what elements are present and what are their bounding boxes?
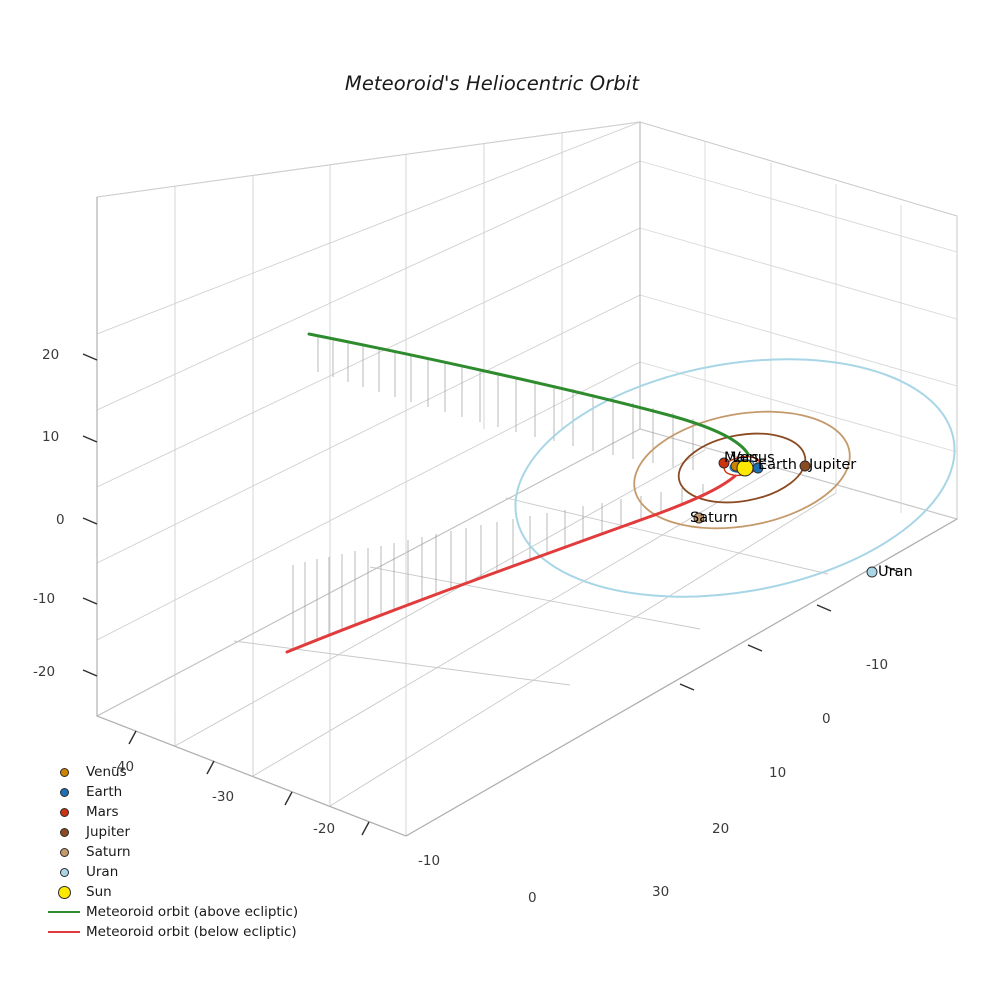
y-tick-label: 10 xyxy=(769,765,787,781)
x-axis-spine xyxy=(96,715,407,837)
y-axis-spine xyxy=(405,518,958,837)
legend-item-orbit-below[interactable]: Meteoroid orbit (below ecliptic) xyxy=(44,922,304,942)
uran-marker-icon xyxy=(44,867,84,877)
stems-below-ecliptic xyxy=(292,484,704,650)
grid-left-pane xyxy=(96,121,641,836)
planet-orbits xyxy=(514,358,956,598)
x-axis-ticks xyxy=(128,730,370,836)
page-title: Meteoroid's Heliocentric Orbit xyxy=(344,72,640,95)
z-tick-label: 20 xyxy=(42,347,60,363)
marker-saturn xyxy=(693,512,705,524)
stems-above-ecliptic xyxy=(317,336,694,470)
z-tick-label: -10 xyxy=(33,591,56,607)
label-saturn: Saturn xyxy=(690,510,738,526)
label-venus: Venus xyxy=(731,450,775,466)
orbit-saturn xyxy=(633,410,851,530)
marker-jupiter xyxy=(799,460,811,472)
jupiter-marker-icon xyxy=(44,827,84,837)
axes3d-panes xyxy=(82,121,959,837)
x-tick-label: -10 xyxy=(418,853,441,869)
legend-item-venus[interactable]: Venus xyxy=(44,762,304,782)
legend-item-orbit-above[interactable]: Meteoroid orbit (above ecliptic) xyxy=(44,902,304,922)
body-markers xyxy=(693,457,878,578)
label-mars: Mars xyxy=(724,450,759,466)
legend-label: Jupiter xyxy=(86,824,131,840)
z-tick-label: 0 xyxy=(56,512,65,528)
x-tick-label: -30 xyxy=(212,789,235,805)
legend-item-jupiter[interactable]: Jupiter xyxy=(44,822,304,842)
legend-item-saturn[interactable]: Saturn xyxy=(44,842,304,862)
legend-item-earth[interactable]: Earth xyxy=(44,782,304,802)
mars-marker-icon xyxy=(44,807,84,817)
legend-label: Meteoroid orbit (below ecliptic) xyxy=(86,924,297,940)
marker-uran xyxy=(866,566,878,578)
z-tick-label: -20 xyxy=(33,664,56,680)
y-tick-label: 20 xyxy=(712,821,730,837)
orbit-uran xyxy=(514,358,956,598)
x-tick-label: -40 xyxy=(112,759,135,775)
legend-label: Mars xyxy=(86,804,119,820)
label-jupiter: Jupiter xyxy=(809,457,857,473)
legend-label: Saturn xyxy=(86,844,131,860)
sun-marker-icon xyxy=(44,885,84,899)
label-earth: Earth xyxy=(758,457,797,473)
y-tick-label: 0 xyxy=(822,711,831,727)
orbit-jupiter xyxy=(677,432,807,504)
marker-earth xyxy=(752,462,764,474)
legend-label: Sun xyxy=(86,884,112,900)
y-tick-label: -10 xyxy=(866,657,889,673)
x-tick-label: 0 xyxy=(528,890,537,906)
legend: Venus Earth Mars Jupiter Saturn xyxy=(44,762,304,942)
venus-marker-icon xyxy=(44,767,84,777)
legend-label: Earth xyxy=(86,784,123,800)
meteoroid-track-below xyxy=(285,474,737,654)
legend-label: Venus xyxy=(86,764,127,780)
green-line-icon xyxy=(44,911,84,913)
earth-marker-icon xyxy=(44,787,84,797)
y-tick-label: 30 xyxy=(652,884,670,900)
legend-label: Uran xyxy=(86,864,119,880)
legend-label: Meteoroid orbit (above ecliptic) xyxy=(86,904,299,920)
z-tick-label: 10 xyxy=(42,429,60,445)
legend-item-sun[interactable]: Sun xyxy=(44,882,304,902)
legend-item-mars[interactable]: Mars xyxy=(44,802,304,822)
y-axis-ticks xyxy=(679,565,900,691)
z-axis-ticks xyxy=(82,353,98,677)
red-line-icon xyxy=(44,931,84,933)
marker-mars xyxy=(718,457,730,469)
x-tick-label: -20 xyxy=(313,821,336,837)
label-uran: Uran xyxy=(878,564,913,580)
meteoroid-track-above xyxy=(307,332,750,456)
legend-item-uran[interactable]: Uran xyxy=(44,862,304,882)
saturn-marker-icon xyxy=(44,847,84,857)
